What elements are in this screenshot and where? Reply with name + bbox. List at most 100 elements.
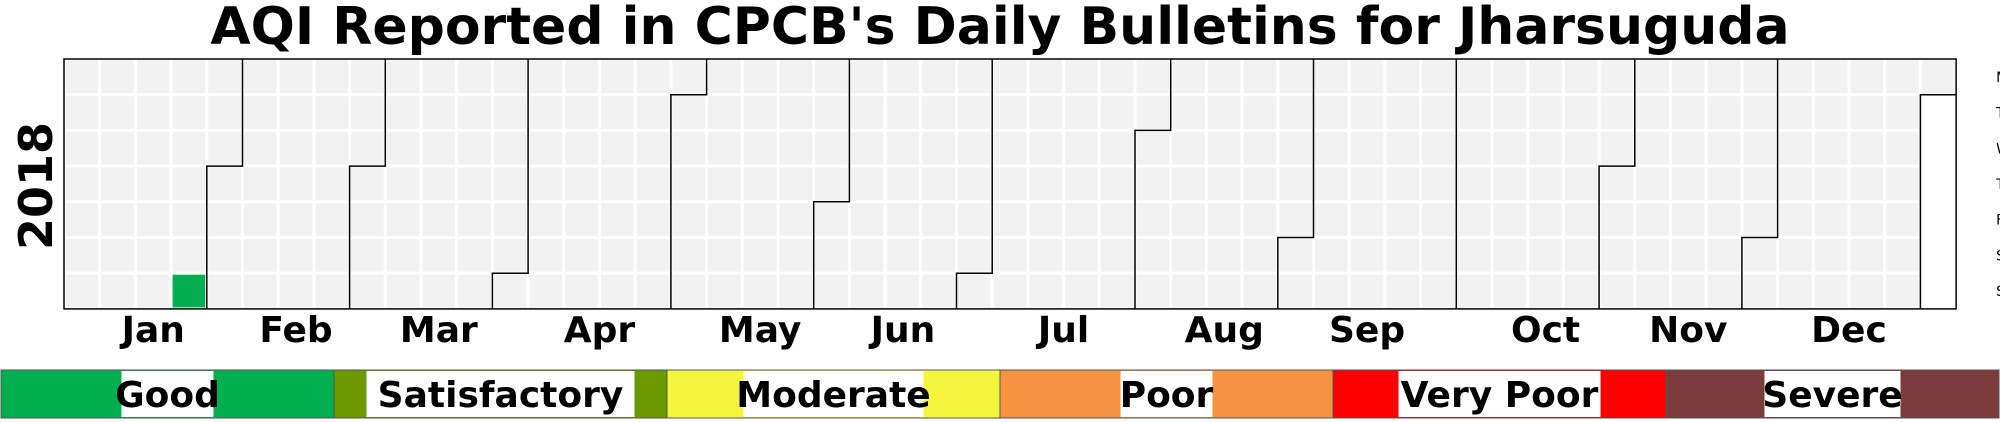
day-cell-empty [598,164,637,204]
day-cell-empty [1740,200,1780,240]
day-cell-empty [562,271,601,311]
day-cell-empty [1204,236,1244,275]
day-cell-empty [1811,200,1851,240]
day-cell-empty [1169,236,1208,275]
day-cell-empty [1811,57,1851,97]
day-cell-empty [1561,57,1601,97]
day-cell-empty [205,57,245,97]
day-cell-empty [348,200,387,240]
day-cell-empty [1026,57,1066,97]
legend-label-background [121,371,214,417]
day-cell-empty [98,128,137,168]
day-cell-empty [812,164,851,204]
day-cell-empty [990,93,1030,132]
day-cell-empty [847,271,887,311]
day-cell-empty [205,128,245,168]
weekday-labels: Mon Tue Wed Thu Fri Sat Sun [1995,70,2000,300]
day-cell-empty [1633,128,1673,168]
day-cell-empty [419,93,459,132]
month-boundary [491,59,529,309]
day-cell-empty [1847,93,1887,132]
day-cell-empty [1347,164,1387,204]
day-cell-empty [1526,164,1565,204]
weekday-label: Fri [1996,213,2000,229]
day-cell-empty [1419,57,1458,97]
day-cell-empty [1454,93,1494,132]
weekday-label: Mon [1996,70,2000,86]
day-cell-empty [1526,271,1565,311]
day-cell-empty [1776,200,1815,240]
day-cell-empty [955,93,994,132]
day-cell-empty [276,93,316,132]
day-cell-empty [705,200,744,240]
day-cell-empty [633,93,673,132]
month-label: Jul [1035,310,1089,351]
day-cell-empty [562,200,601,240]
day-cell-empty [1347,236,1387,275]
day-cell-empty [62,93,102,132]
day-cell-empty [1633,236,1673,275]
day-cell-empty [1811,93,1851,132]
day-cell-empty [1740,271,1780,311]
day-cell-empty [526,271,566,311]
day-cell-empty [1204,93,1244,132]
day-cell-empty [1240,271,1280,311]
day-cell-empty [1062,57,1101,97]
day-cell-empty [419,164,459,204]
day-cell-empty [1026,271,1066,311]
legend-label-background [1120,371,1213,417]
day-cell-empty [847,128,887,168]
day-cell-empty [241,128,280,168]
day-cell-empty [1026,93,1066,132]
month-labels: Jan Feb Mar Apr May Jun Jul Aug Sep Oct Nov Dec [119,310,1887,351]
day-cell-empty [1883,200,1922,240]
day-cell-empty [883,57,923,97]
day-cell-empty [169,57,209,97]
day-cell-empty [1883,128,1922,168]
day-cell-empty [955,128,994,168]
day-cell-empty [1561,93,1601,132]
day-cell-empty [1704,236,1744,275]
day-cell-empty [847,57,887,97]
day-cell-empty [1490,164,1530,204]
day-cell-empty [98,164,137,204]
day-cell-empty [1490,271,1530,311]
day-cell-empty [312,236,352,275]
day-cell-empty [1454,236,1494,275]
day-cell-empty [812,128,851,168]
day-cell-empty [883,271,923,311]
legend-label: Very Poor [1401,375,1599,416]
day-cell-empty [526,164,566,204]
day-cell-empty [1204,200,1244,240]
day-cell-empty [133,57,173,97]
day-cell-empty [812,236,851,275]
day-cell-empty [1776,128,1815,168]
day-cell-empty [133,93,173,132]
day-cell-empty [1097,57,1137,97]
day-cell-empty [1633,57,1673,97]
day-cell-empty [1276,200,1316,240]
day-cell-empty [1383,128,1423,168]
day-cell-empty [776,57,816,97]
day-cell-empty [205,236,245,275]
day-cell-empty [1847,200,1887,240]
legend-label-background [366,371,635,417]
day-cell-empty [562,93,601,132]
day-cell-empty [1062,128,1101,168]
day-cell-empty [205,93,245,132]
day-cell-empty [1133,200,1173,240]
legend-label: Severe [1762,375,1902,416]
day-cell-empty [1419,128,1458,168]
day-cell-empty [598,200,637,240]
day-cell-empty [562,57,601,97]
day-cell-empty [1276,164,1316,204]
day-cell-empty [1240,236,1280,275]
day-cell-empty [919,128,958,168]
month-boundary [1277,59,1315,309]
day-cell-empty [1383,57,1423,97]
day-cell-empty [919,93,958,132]
day-cell-empty [1704,93,1744,132]
day-cell-empty [1133,164,1173,204]
legend-label: Good [115,375,220,416]
